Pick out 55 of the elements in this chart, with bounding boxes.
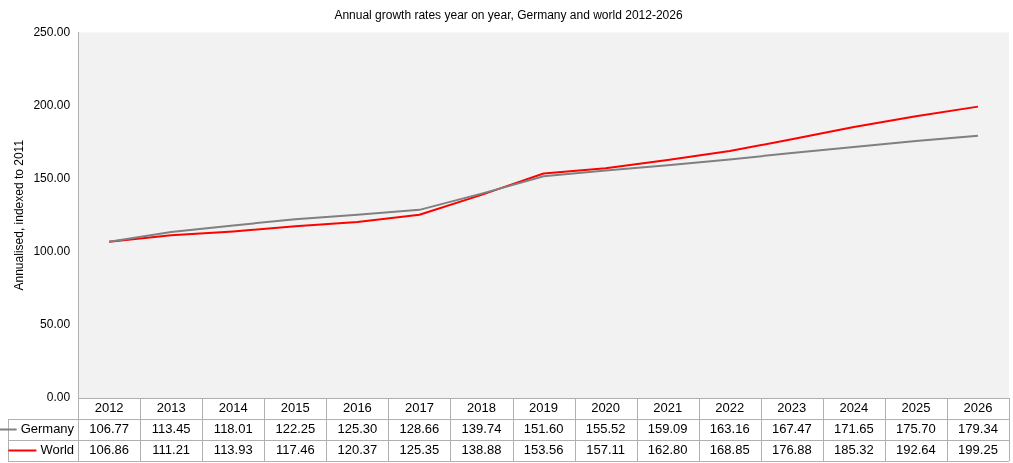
data-label: 175.70 — [896, 421, 936, 437]
data-label: 117.46 — [275, 442, 315, 458]
data-label: 163.16 — [709, 421, 750, 437]
data-label: 113.45 — [151, 421, 191, 437]
x-tick-label: 2026 — [963, 400, 993, 416]
y-tick-label: 100.00 — [33, 244, 71, 259]
x-tick-label: 2015 — [280, 400, 310, 416]
legend-label: World — [40, 442, 75, 458]
x-tick-label: 2022 — [715, 400, 745, 416]
x-tick-label: 2020 — [591, 400, 621, 416]
y-tick-label: 50.00 — [40, 317, 71, 332]
data-label: 167.47 — [771, 421, 812, 437]
data-label: 179.34 — [958, 421, 998, 437]
x-tick-label: 2017 — [404, 400, 434, 416]
data-label: 113.93 — [213, 442, 253, 458]
data-label: 139.74 — [461, 421, 502, 437]
x-tick-label: 2024 — [839, 400, 869, 416]
data-label: 176.88 — [771, 442, 812, 458]
data-label: 118.01 — [213, 421, 253, 437]
data-label: 111.21 — [152, 442, 191, 458]
data-label: 120.37 — [337, 442, 378, 458]
legend-label: Germany — [20, 421, 75, 437]
data-label: 171.65 — [833, 421, 874, 437]
x-tick-label: 2025 — [901, 400, 931, 416]
y-tick-label: 150.00 — [33, 170, 71, 185]
x-tick-label: 2012 — [94, 400, 124, 416]
x-tick-label: 2023 — [777, 400, 807, 416]
x-tick-label: 2013 — [156, 400, 186, 416]
data-label: 106.86 — [89, 442, 130, 458]
data-label: 159.09 — [647, 421, 688, 437]
data-label: 157.11 — [586, 442, 626, 458]
data-label: 153.56 — [523, 442, 564, 458]
x-tick-label: 2014 — [218, 400, 248, 416]
data-label: 155.52 — [585, 421, 626, 437]
data-label: 168.85 — [709, 442, 750, 458]
data-label: 192.64 — [896, 442, 936, 458]
x-tick-label: 2016 — [342, 400, 372, 416]
y-axis-title: Annualised, indexed to 2011 — [11, 139, 26, 291]
x-tick-label: 2018 — [467, 400, 496, 416]
data-label: 138.88 — [461, 442, 502, 458]
y-tick-label: 200.00 — [33, 97, 71, 112]
data-label: 125.30 — [337, 421, 378, 437]
data-label: 106.77 — [89, 421, 130, 437]
data-label: 151.60 — [523, 421, 564, 437]
data-label: 122.25 — [275, 421, 316, 437]
y-tick-label: 0.00 — [46, 390, 71, 405]
data-label: 162.80 — [647, 442, 688, 458]
data-label: 128.66 — [399, 421, 440, 437]
data-label: 125.35 — [399, 442, 440, 458]
x-tick-label: 2019 — [529, 400, 559, 416]
data-label: 185.32 — [833, 442, 874, 458]
chart-title: Annual growth rates year on year, Germany and world 2012-2026 — [334, 7, 683, 22]
x-tick-label: 2021 — [653, 400, 683, 416]
data-label: 199.25 — [958, 442, 998, 458]
y-tick-label: 250.00 — [33, 24, 71, 39]
